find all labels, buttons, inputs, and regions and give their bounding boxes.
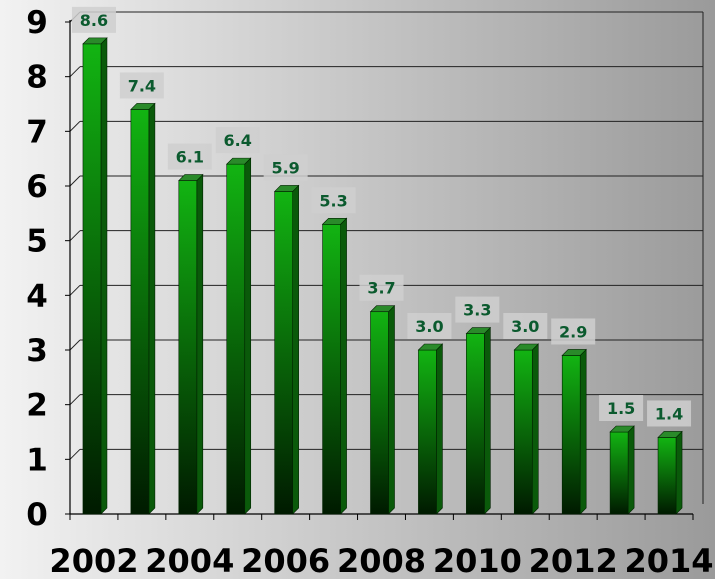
data-label-box	[503, 313, 548, 339]
bar-top	[82, 37, 108, 45]
y-tick-label: 3	[26, 333, 48, 369]
bar	[322, 223, 341, 515]
data-label-box	[167, 143, 212, 170]
bar-side	[196, 173, 204, 515]
gridline-depth	[69, 120, 81, 132]
bar-top	[465, 327, 492, 334]
data-label-box	[215, 127, 260, 154]
gridline-depth	[69, 394, 81, 406]
bar-side	[100, 37, 108, 515]
bar-side	[388, 305, 395, 515]
x-tick-label: 2014	[625, 542, 714, 579]
data-label-box	[311, 187, 356, 214]
data-label-box	[455, 296, 500, 323]
bar-top	[513, 343, 539, 351]
data-label: 5.3	[319, 191, 347, 210]
x-tick-label: 2012	[529, 542, 618, 579]
data-label: 3.0	[511, 317, 539, 336]
bar-side	[436, 343, 443, 515]
data-label: 6.1	[176, 148, 204, 167]
bar-top	[369, 305, 396, 313]
x-tick-label: 2008	[337, 542, 426, 579]
gridline-depth	[69, 339, 81, 351]
gridline-depth	[69, 175, 81, 187]
bar-top	[657, 431, 683, 438]
bars	[82, 37, 683, 515]
data-label-box	[71, 6, 116, 33]
x-tick-label: 2004	[145, 542, 234, 579]
y-tick-label: 6	[26, 169, 48, 205]
bar	[370, 311, 389, 515]
bar-side	[675, 430, 683, 515]
bar-side	[244, 157, 252, 515]
gridline-depth	[69, 230, 81, 242]
bar-top	[321, 217, 348, 225]
bar-side	[484, 326, 491, 515]
bar-side	[292, 184, 299, 515]
bar-side	[531, 343, 539, 515]
bar-side	[627, 425, 635, 515]
x-tick-label: 2002	[49, 542, 138, 579]
data-label: 2.9	[559, 322, 587, 341]
data-label: 1.4	[655, 404, 683, 423]
bar	[178, 180, 198, 515]
data-label-box	[647, 400, 692, 427]
data-label: 7.4	[128, 76, 156, 95]
gridline-depth	[69, 448, 81, 460]
bar	[466, 333, 485, 515]
bar	[513, 349, 533, 515]
bar	[226, 163, 246, 515]
bar-top	[226, 157, 252, 165]
y-tick-label: 0	[26, 497, 48, 533]
bar-top	[417, 343, 444, 351]
data-label: 3.3	[463, 301, 491, 320]
data-label: 8.6	[80, 11, 108, 30]
bar-top	[609, 425, 635, 433]
y-tick-label: 9	[26, 5, 48, 41]
bar	[82, 43, 102, 515]
gridline-depth	[69, 284, 81, 296]
gridline-depth	[69, 66, 81, 78]
data-label: 3.7	[367, 279, 395, 298]
bar	[130, 109, 150, 515]
data-label-box	[407, 313, 452, 339]
bar	[274, 191, 293, 515]
data-label-box	[263, 154, 308, 181]
data-label: 6.4	[224, 131, 252, 150]
bar-top	[178, 174, 204, 181]
y-tick-label: 1	[26, 442, 48, 478]
y-tick-label: 8	[26, 60, 48, 96]
y-tick-label: 5	[26, 224, 48, 260]
bar-top	[273, 185, 300, 192]
y-tick-label: 7	[26, 114, 48, 150]
tick-labels: 0 1 2 3 4 5 6 7 8 9 2002 2004 2006 2008 2010 2012 2014	[26, 5, 713, 579]
data-label-box	[359, 274, 404, 301]
bar-top	[561, 349, 587, 356]
data-labels: 8.6 7.4 6.1 6.4 5.9 5.3 3.7 3.0 3.3 3.0 2.9 1.5 1.4	[71, 6, 692, 427]
data-label: 3.0	[415, 317, 443, 336]
data-label: 5.9	[271, 158, 299, 177]
y-tick-label: 2	[26, 388, 48, 424]
data-label-box	[551, 318, 596, 345]
x-tick-label: 2006	[241, 542, 330, 579]
bar	[657, 437, 677, 515]
data-label-box	[119, 72, 164, 99]
bar-side	[148, 102, 156, 515]
bar-side	[340, 217, 347, 515]
y-tick-label: 4	[26, 278, 48, 314]
bar	[561, 355, 581, 515]
bar-top	[130, 103, 156, 110]
bar-side	[579, 348, 587, 515]
x-tick-label: 2010	[433, 542, 522, 579]
data-label-box	[599, 395, 644, 421]
data-label: 1.5	[607, 399, 635, 418]
bar	[418, 349, 437, 515]
bar	[609, 431, 629, 515]
